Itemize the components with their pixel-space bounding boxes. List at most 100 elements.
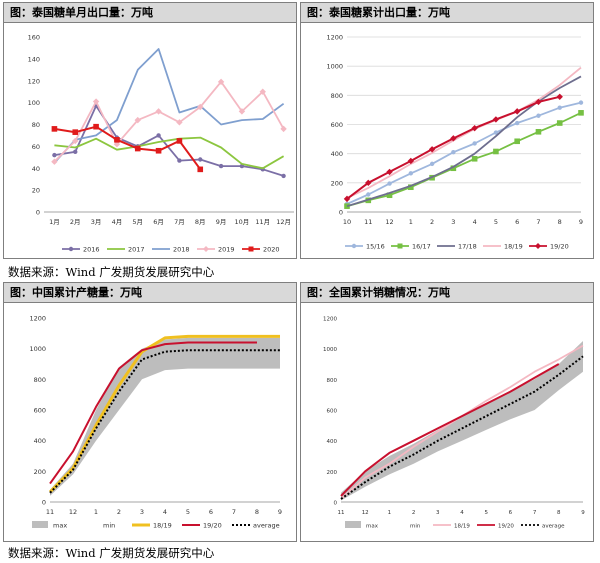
data-point xyxy=(176,119,183,126)
x-tick-label: 4 xyxy=(473,218,477,226)
series-line-19-20 xyxy=(49,341,257,485)
chart-title: 图：泰国糖累计出口量：万吨 xyxy=(301,3,593,23)
x-tick-label: 4 xyxy=(163,508,167,516)
legend-marker xyxy=(248,246,254,252)
y-tick-label: 600 xyxy=(331,121,343,129)
chart-title: 图：泰国糖单月出口量：万吨 xyxy=(4,3,296,23)
y-tick-label: 160 xyxy=(28,34,40,42)
legend-label: min xyxy=(410,524,421,530)
max-min-range-band xyxy=(341,341,583,501)
x-tick-label: 12 xyxy=(69,508,77,516)
y-tick-label: 140 xyxy=(28,55,40,63)
data-point xyxy=(197,103,204,111)
x-tick-label: 6 xyxy=(509,510,513,516)
x-tick-label: 4 xyxy=(460,510,464,516)
data-point xyxy=(557,105,562,110)
y-tick-label: 400 xyxy=(34,437,46,445)
y-tick-label: 400 xyxy=(327,439,338,445)
y-tick-label: 200 xyxy=(331,179,343,187)
y-tick-label: 100 xyxy=(28,99,40,107)
x-tick-label: 1 xyxy=(388,510,392,516)
x-tick-label: 10月 xyxy=(235,218,250,226)
data-point xyxy=(114,137,120,143)
legend-marker xyxy=(203,246,209,252)
legend-label: 2017 xyxy=(128,246,145,254)
legend-swatch xyxy=(345,521,361,528)
x-tick-label: 3 xyxy=(140,508,144,516)
data-point xyxy=(408,184,414,191)
x-tick-label: 12月 xyxy=(276,218,291,226)
data-point xyxy=(134,145,141,152)
y-tick-label: 0 xyxy=(36,209,40,217)
data-point xyxy=(408,171,414,176)
x-tick-label: 8 xyxy=(558,218,562,226)
x-tick-label: 8 xyxy=(255,508,259,516)
data-point xyxy=(155,108,162,115)
chart-title: 图：全国累计销糖情况：万吨 xyxy=(301,283,593,303)
legend-label: average xyxy=(253,522,280,530)
series-line-16-17 xyxy=(346,111,582,208)
series-line-2020 xyxy=(54,125,202,170)
legend-marker xyxy=(535,243,541,249)
data-point xyxy=(513,108,521,115)
legend-label: 19/20 xyxy=(498,524,514,530)
data-point xyxy=(281,173,286,179)
data-point xyxy=(536,113,541,118)
legend-marker xyxy=(68,246,74,252)
data-point xyxy=(197,166,204,173)
legend-label: 2016 xyxy=(83,246,100,254)
legend-label: 19/20 xyxy=(550,243,569,251)
panel-thailand-monthly-exports: 图：泰国糖单月出口量：万吨 0 20 40 60 80 100 120 140 160 1月 2月 3… xyxy=(3,2,297,259)
data-point xyxy=(198,157,203,162)
data-point xyxy=(514,138,520,145)
y-tick-label: 120 xyxy=(28,77,40,85)
data-point xyxy=(72,129,79,135)
x-tick-label: 9 xyxy=(278,508,282,516)
x-tick-label: 12 xyxy=(385,218,393,226)
series-line-2018 xyxy=(53,48,285,164)
y-tick-label: 1200 xyxy=(323,317,337,323)
y-tick-label: 60 xyxy=(32,143,40,151)
y-tick-label: 0 xyxy=(339,209,343,217)
series-line-2016 xyxy=(54,105,284,177)
x-tick-label: 11 xyxy=(46,508,54,516)
x-tick-label: 2月 xyxy=(70,218,81,226)
x-tick-label: 11 xyxy=(338,510,345,516)
y-tick-label: 0 xyxy=(42,499,46,507)
x-tick-label: 7 xyxy=(533,510,537,516)
y-tick-label: 80 xyxy=(32,121,40,129)
panel-china-cumulative-production: 图：中国累计产糖量：万吨 0 200 400 600 800 1000 1200 11 12 1 2… xyxy=(3,282,297,542)
x-tick-label: 3 xyxy=(451,218,455,226)
y-tick-label: 600 xyxy=(34,407,46,415)
legend-label: 16/17 xyxy=(412,243,431,251)
y-tick-label: 600 xyxy=(327,409,338,415)
data-point xyxy=(578,110,584,116)
data-point xyxy=(450,165,457,172)
x-tick-label: 9 xyxy=(579,218,583,226)
y-tick-label: 800 xyxy=(327,378,338,384)
x-tick-label: 7 xyxy=(232,508,236,516)
data-point xyxy=(386,168,393,176)
x-tick-label: 5 xyxy=(494,218,498,226)
x-tick-label: 1 xyxy=(94,508,98,516)
chart-thailand-monthly-exports: 0 20 40 60 80 100 120 140 160 1月 2月 3月 4月 5月 6月 7月 8月 9月 1… xyxy=(28,34,294,254)
x-tick-label: 8 xyxy=(557,510,561,516)
x-tick-label: 3 xyxy=(436,510,440,516)
data-point xyxy=(471,124,478,132)
series-line-19-20 xyxy=(340,363,560,497)
data-point xyxy=(51,158,58,165)
data-point xyxy=(156,133,161,138)
data-point xyxy=(514,120,520,126)
x-tick-label: 6 xyxy=(515,218,519,226)
y-tick-label: 800 xyxy=(34,376,46,384)
x-tick-label: 3月 xyxy=(91,218,102,226)
legend-label: max xyxy=(366,524,379,530)
legend-label: 17/18 xyxy=(458,243,477,251)
y-tick-label: 800 xyxy=(331,92,343,100)
data-point xyxy=(451,150,456,155)
data-point xyxy=(259,88,266,95)
legend-label: 18/19 xyxy=(153,522,172,530)
x-tick-label: 7 xyxy=(536,218,540,226)
